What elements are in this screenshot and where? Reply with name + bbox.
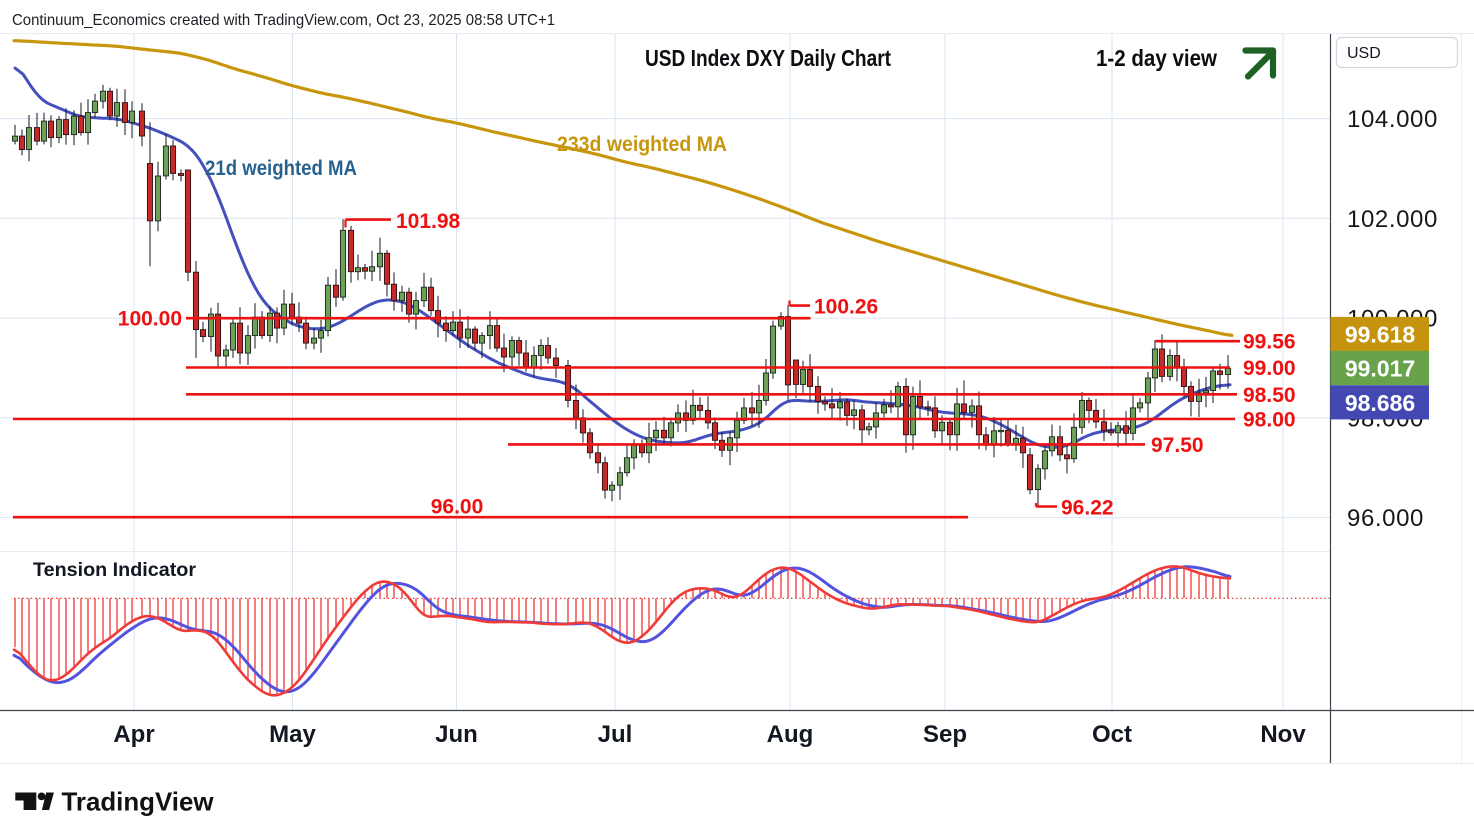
svg-text:USD Index DXY Daily Chart: USD Index DXY Daily Chart bbox=[645, 45, 891, 71]
svg-text:Jun: Jun bbox=[435, 721, 478, 748]
svg-text:98.00: 98.00 bbox=[1243, 409, 1296, 432]
svg-text:99.017: 99.017 bbox=[1345, 356, 1415, 382]
svg-text:Tension Indicator: Tension Indicator bbox=[33, 560, 197, 581]
svg-text:Aug: Aug bbox=[767, 721, 814, 748]
svg-text:102.000: 102.000 bbox=[1347, 206, 1438, 233]
svg-text:100.00: 100.00 bbox=[118, 308, 182, 331]
svg-text:104.000: 104.000 bbox=[1347, 106, 1438, 133]
svg-text:Continuum_Economics created wi: Continuum_Economics created with Trading… bbox=[12, 12, 555, 29]
svg-text:TradingView: TradingView bbox=[62, 787, 215, 817]
svg-text:21d weighted MA: 21d weighted MA bbox=[205, 157, 357, 180]
svg-text:99.618: 99.618 bbox=[1345, 322, 1416, 348]
svg-text:96.000: 96.000 bbox=[1347, 505, 1424, 532]
svg-text:97.50: 97.50 bbox=[1151, 434, 1204, 457]
svg-text:Jul: Jul bbox=[598, 721, 633, 748]
svg-text:96.00: 96.00 bbox=[431, 496, 484, 519]
svg-text:May: May bbox=[269, 721, 316, 748]
svg-text:96.22: 96.22 bbox=[1061, 496, 1114, 519]
svg-text:Oct: Oct bbox=[1092, 721, 1132, 748]
svg-text:99.00: 99.00 bbox=[1243, 357, 1296, 380]
svg-text:101.98: 101.98 bbox=[396, 210, 461, 233]
svg-text:233d weighted MA: 233d weighted MA bbox=[557, 133, 727, 156]
svg-text:1-2 day view: 1-2 day view bbox=[1096, 45, 1217, 71]
svg-text:USD: USD bbox=[1347, 45, 1381, 62]
svg-text:Apr: Apr bbox=[113, 721, 154, 748]
svg-text:98.686: 98.686 bbox=[1345, 390, 1415, 416]
svg-text:Nov: Nov bbox=[1260, 721, 1306, 748]
svg-text:99.56: 99.56 bbox=[1243, 331, 1296, 354]
svg-text:Sep: Sep bbox=[923, 721, 967, 748]
svg-text:100.26: 100.26 bbox=[814, 295, 878, 318]
svg-text:98.50: 98.50 bbox=[1243, 384, 1296, 407]
